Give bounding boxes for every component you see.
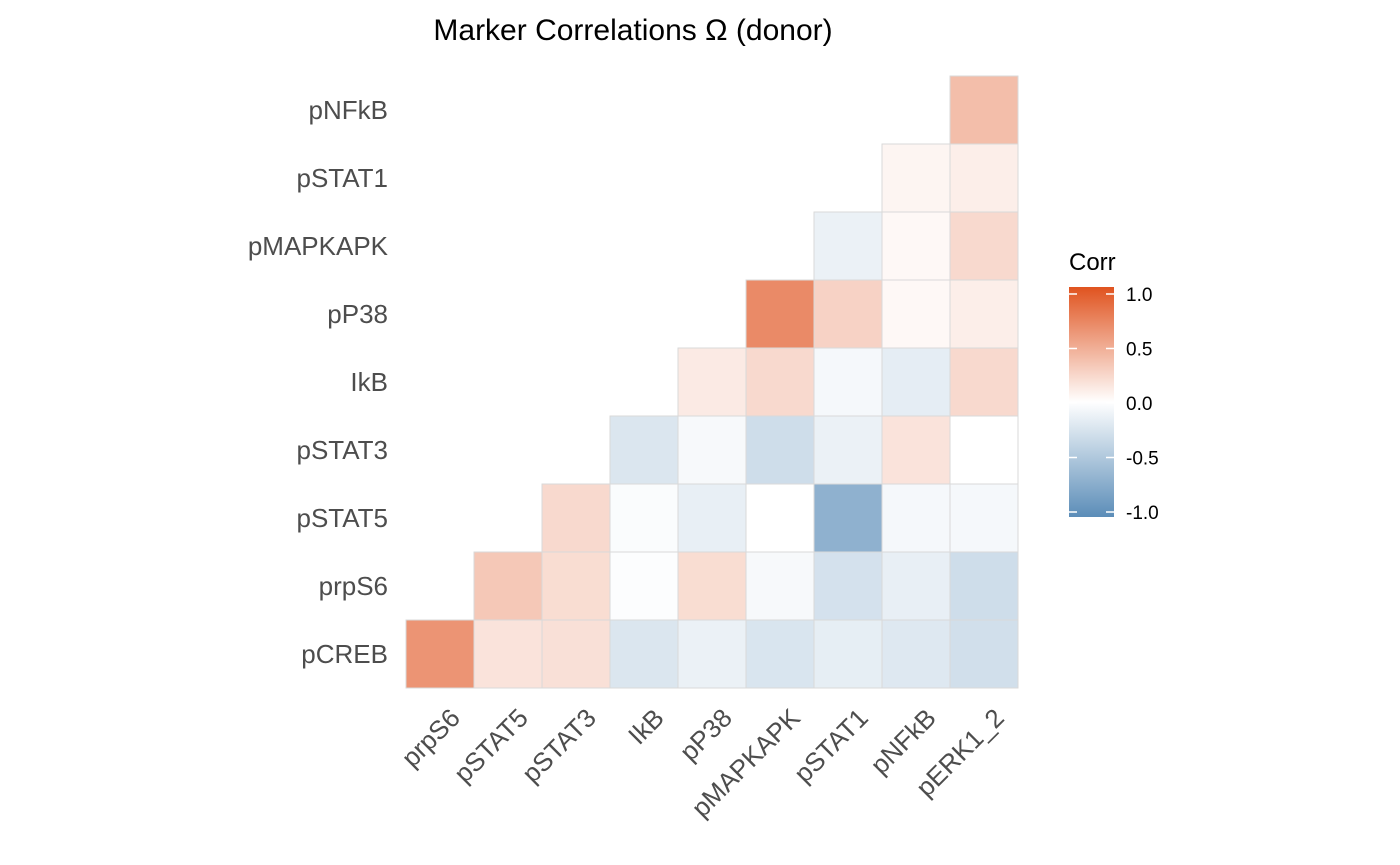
heatmap-cell-pMAPKAPK-pSTAT1 xyxy=(813,211,883,281)
column-label-pSTAT5: pSTAT5 xyxy=(448,703,534,789)
heatmap-cell-pCREB-pSTAT1 xyxy=(813,619,883,689)
legend-tick-label: -0.5 xyxy=(1126,449,1159,470)
heatmap-cell-pCREB-pMAPKAPK xyxy=(745,619,815,689)
heatmap-cell-pP38-pMAPKAPK xyxy=(745,279,815,349)
heatmap-cell-pP38-pNFkB xyxy=(881,279,951,349)
row-label-prpS6: prpS6 xyxy=(319,571,388,601)
heatmap-cell-IkB-pMAPKAPK xyxy=(745,347,815,417)
heatmap-cell-pCREB-pSTAT3 xyxy=(541,619,611,689)
color-legend: Corr 1.0 0.5 0.0 -0.5 -1.0 xyxy=(1069,249,1159,524)
row-label-pSTAT1: pSTAT1 xyxy=(296,163,388,193)
heatmap-cell-prpS6-pSTAT3 xyxy=(541,551,611,621)
heatmap-cell-pP38-pERK1_2 xyxy=(949,279,1019,349)
heatmap-cell-IkB-pNFkB xyxy=(881,347,951,417)
heatmap-cell-prpS6-pERK1_2 xyxy=(949,551,1019,621)
heatmap-cell-pSTAT5-pNFkB xyxy=(881,483,951,553)
heatmap-cell-pP38-pSTAT1 xyxy=(813,279,883,349)
heatmap-cell-pSTAT3-pNFkB xyxy=(881,415,951,485)
heatmap-cell-pNFkB-pERK1_2 xyxy=(949,75,1019,145)
heatmap-cell-pSTAT1-pNFkB xyxy=(881,143,951,213)
legend-tick-label: -1.0 xyxy=(1126,503,1159,524)
heatmap-cell-pSTAT5-pERK1_2 xyxy=(949,483,1019,553)
legend-color-bar xyxy=(1069,287,1114,517)
heatmap-cell-pCREB-pP38 xyxy=(677,619,747,689)
heatmap-cell-prpS6-pMAPKAPK xyxy=(745,551,815,621)
heatmap-cell-pSTAT5-pMAPKAPK xyxy=(745,483,815,553)
row-label-pCREB: pCREB xyxy=(301,639,388,669)
legend-tick-label: 0.0 xyxy=(1126,394,1152,415)
legend-tick-label: 0.5 xyxy=(1126,340,1152,361)
column-label-pSTAT3: pSTAT3 xyxy=(516,703,602,789)
heatmap-cell-pSTAT3-pMAPKAPK xyxy=(745,415,815,485)
heatmap-cell-prpS6-pSTAT1 xyxy=(813,551,883,621)
row-label-IkB: IkB xyxy=(350,367,388,397)
row-label-pNFkB: pNFkB xyxy=(309,95,388,125)
row-label-pP38: pP38 xyxy=(327,299,388,329)
row-label-pSTAT5: pSTAT5 xyxy=(296,503,388,533)
heatmap-cell-pMAPKAPK-pERK1_2 xyxy=(949,211,1019,281)
heatmap-cell-pSTAT5-IkB xyxy=(609,483,679,553)
heatmap-cell-pSTAT3-IkB xyxy=(609,415,679,485)
heatmap-cell-pCREB-pNFkB xyxy=(881,619,951,689)
heatmap-cell-prpS6-IkB xyxy=(609,551,679,621)
row-label-pMAPKAPK: pMAPKAPK xyxy=(248,231,389,261)
heatmap-cell-pSTAT3-pP38 xyxy=(677,415,747,485)
heatmap-cell-pCREB-pERK1_2 xyxy=(949,619,1019,689)
heatmap-cell-pSTAT5-pSTAT3 xyxy=(541,483,611,553)
heatmap-cell-IkB-pP38 xyxy=(677,347,747,417)
legend-title: Corr xyxy=(1069,249,1116,276)
chart-title: Marker Correlations Ω (donor) xyxy=(433,14,832,47)
heatmap-cell-pSTAT5-pSTAT1 xyxy=(813,483,883,553)
legend-ticks: 1.0 0.5 0.0 -0.5 -1.0 xyxy=(1069,285,1159,524)
heatmap-cell-prpS6-pNFkB xyxy=(881,551,951,621)
heatmap-cell-pSTAT5-pP38 xyxy=(677,483,747,553)
heatmap-cell-IkB-pSTAT1 xyxy=(813,347,883,417)
row-labels: pCREB prpS6 pSTAT5 pSTAT3 IkB pP38 pMAPKAPK pST… xyxy=(248,95,389,669)
heatmap-cell-pSTAT1-pERK1_2 xyxy=(949,143,1019,213)
column-label-pSTAT1: pSTAT1 xyxy=(788,703,874,789)
heatmap-cell-pMAPKAPK-pNFkB xyxy=(881,211,951,281)
heatmap-cell-prpS6-pP38 xyxy=(677,551,747,621)
heatmap-cell-pSTAT3-pSTAT1 xyxy=(813,415,883,485)
heatmap-cell-pCREB-prpS6 xyxy=(405,619,475,689)
heatmap-cell-pCREB-pSTAT5 xyxy=(473,619,543,689)
heatmap-cell-IkB-pERK1_2 xyxy=(949,347,1019,417)
heatmap-cell-prpS6-pSTAT5 xyxy=(473,551,543,621)
heatmap-cell-pCREB-IkB xyxy=(609,619,679,689)
column-label-IkB: IkB xyxy=(622,703,670,751)
heatmap-cell-pSTAT3-pERK1_2 xyxy=(949,415,1019,485)
row-label-pSTAT3: pSTAT3 xyxy=(296,435,388,465)
column-label-pP38: pP38 xyxy=(674,703,738,767)
heatmap-cells xyxy=(405,75,1019,689)
legend-tick-label: 1.0 xyxy=(1126,285,1152,306)
